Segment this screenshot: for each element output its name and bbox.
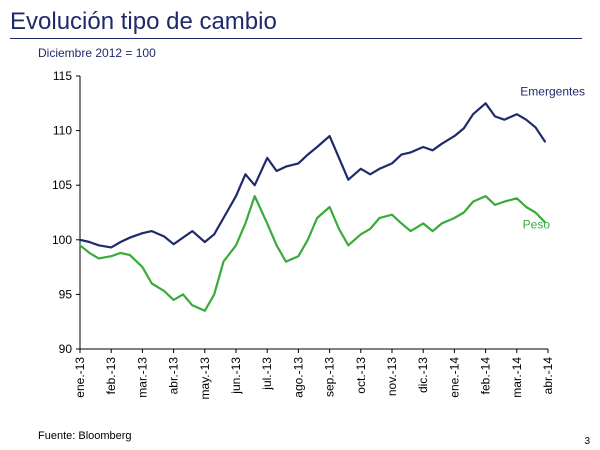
- series-line-peso: [78, 195, 547, 312]
- x-tick-label: nov.-13: [385, 357, 399, 396]
- y-tick-label: 90: [59, 342, 73, 356]
- y-tick-label: 110: [53, 124, 72, 138]
- x-tick-label: ago.-13: [291, 357, 305, 398]
- series-label-emergentes: Emergentes: [520, 85, 585, 99]
- y-tick-label: 100: [52, 233, 72, 247]
- source-note: Fuente: Bloomberg: [38, 430, 132, 442]
- chart-plot-area: Emergentes Peso: [78, 85, 585, 312]
- x-tick-label: dic.-13: [416, 357, 430, 393]
- x-tick-label: may.-13: [198, 357, 212, 400]
- series-label-peso: Peso: [523, 217, 551, 231]
- x-tick-label: mar.-13: [135, 357, 149, 398]
- x-tick-label: mar.-14: [510, 357, 524, 398]
- series-line-emergentes: [78, 102, 547, 249]
- chart-subtitle: Diciembre 2012 = 100: [38, 46, 156, 60]
- x-tick-label: jun.-13: [229, 357, 243, 395]
- x-tick-label: feb.-13: [104, 357, 118, 395]
- title-divider: [10, 38, 582, 39]
- x-tick-label: feb.-14: [479, 357, 493, 395]
- y-tick-label: 95: [59, 287, 73, 301]
- y-tick-label: 115: [53, 69, 72, 83]
- chart-axes: 90 95 100 105 110 115 ene.-13 feb.-13 mar.-13 abr…: [52, 69, 555, 399]
- x-tick-label: abr.-14: [541, 357, 555, 395]
- y-tick-label: 105: [52, 178, 72, 192]
- x-tick-label: ene.-14: [447, 357, 461, 398]
- x-tick-label: abr.-13: [167, 357, 181, 395]
- x-tick-label: ene.-13: [73, 357, 87, 398]
- x-tick-label: sep.-13: [323, 357, 337, 397]
- x-tick-label: oct.-13: [354, 357, 368, 394]
- x-tick-label: jul.-13: [260, 357, 274, 391]
- slide-title: Evolución tipo de cambio: [10, 8, 277, 35]
- page-number: 3: [584, 436, 590, 447]
